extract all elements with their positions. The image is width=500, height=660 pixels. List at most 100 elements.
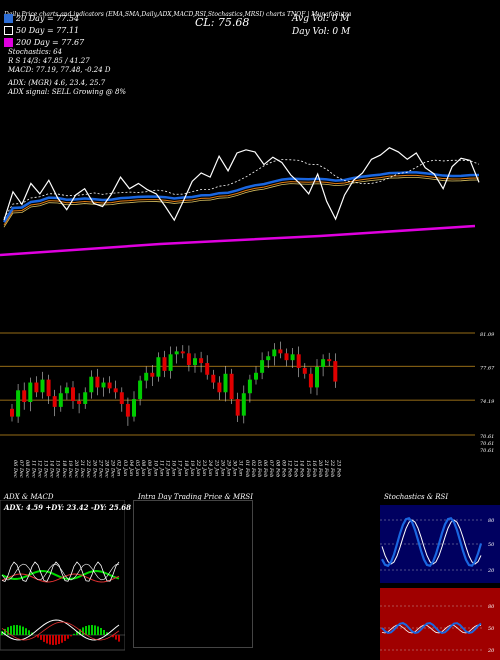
price-level-label: 74.19 [480,399,495,405]
stoch-macd-info: Stochastics: 64 R S 14/3: 47.85 / 41.27 … [8,48,111,75]
date-tick-label: 05 Jan [134,460,140,476]
candle-body [315,366,319,388]
date-tick-label: 28 Dec [104,459,110,478]
date-tick-label: 18 Dec [61,460,67,478]
moving-average-chart [0,147,480,257]
macd-histogram-bar [25,628,27,635]
tan-ma-line [3,176,480,228]
candle-body [46,379,51,397]
date-tick-label: 08 Feb [274,460,280,477]
adx-readout: ADX: 4.59 +DY: 23.42 -DY: 25.68 [4,503,131,512]
candle-body [107,382,112,389]
date-tick-label: 07 Dec [18,460,24,478]
macd-histogram-bar [79,629,81,635]
candle-body [28,382,33,403]
date-tick-label: 06 Feb [262,460,268,477]
date-tick-label: 27 Dec [97,459,103,478]
date-tick-label: 16 Jan [171,460,177,476]
candle-body [101,382,106,388]
macd-histogram-bar [55,635,57,645]
date-tick-label: 08 Jan [140,460,146,476]
macd-histogram-bar [106,632,108,635]
stoch-level-label: 20 [487,568,495,574]
candle-body [327,359,332,362]
minus-di-line [1,573,120,583]
candle-body [10,408,14,417]
avg-vol-label: Avg Vol: 0 M [292,14,350,24]
close-price-label: CL: 75.68 [195,16,250,29]
candle-body [52,396,57,407]
rsi-background [380,588,500,660]
candle-body [77,401,82,404]
legend-200day-swatch [4,38,13,47]
candle-body [138,380,143,400]
date-tick-label: 10 Jan [152,460,158,476]
date-tick-label: 17 Jan [177,460,183,476]
macd-histogram-bar [52,635,54,645]
candle-body [321,359,326,367]
date-tick-label: 09 Jan [146,460,152,476]
day-vol-label: Day Vol: 0 M [292,27,351,37]
macd-histogram-bar [97,626,99,635]
macd-histogram-bar [37,635,39,638]
date-tick-label: 05 Feb [256,460,262,477]
intraday-panel-title: Intra Day Trading Price & MRSI [138,493,253,501]
candle-body [296,354,301,368]
dotted-signal-line [3,159,480,219]
macd-histogram-bar [61,635,63,643]
adx-panel-title: ADX & MACD [4,493,54,501]
stoch-level-label: 50 [488,542,495,548]
candle-body [162,357,167,371]
candle-body [71,387,75,402]
macd-histogram-bar [88,625,90,635]
legend-50day-label: 50 Day = 77.11 [16,26,80,35]
date-tick-label: 29 Dec [110,459,116,478]
macd-histogram-bar [28,630,30,635]
candle-body [290,354,295,361]
date-tick-label: 29 Jan [226,459,232,476]
date-tick-label: 06 Dec [12,460,18,478]
macd-histogram-bar [19,625,21,635]
candle-body [16,390,21,417]
date-tick-label: 03 Jan [122,460,128,476]
date-tick-label: 11 Jan [158,460,164,476]
date-tick-label: 25 Jan [213,459,219,476]
adx-info: ADX: (MGR) 4.6, 23.4, 25.7 ADX signal: S… [8,79,126,97]
macd-histogram-bar [58,635,60,645]
candle-body [186,353,191,366]
date-tick-label: 02 Feb [250,460,256,477]
candle-body [180,351,185,354]
macd-histogram-bar [7,627,9,635]
date-tick-label: 12 Dec [36,460,42,478]
candle-body [150,372,155,377]
date-tick-label: 31 Jan [238,460,244,476]
candle-body [156,357,161,377]
macd-histogram-bar [91,625,93,635]
macd-histogram-bar [64,635,66,641]
header-title: Daily Price charts and indicators (EMA,S… [4,11,352,18]
candle-body [302,367,307,374]
date-tick-label: 19 Jan [189,460,195,476]
legend-200day-label: 200 Day = 77.67 [16,38,85,47]
macd-histogram-bar [70,635,72,637]
adx-signal: ADX signal: SELL Growing @ 8% [8,88,127,96]
macd-histogram-bar [10,625,12,635]
legend-20day-swatch [4,14,13,23]
date-tick-label: 14 Dec [49,460,55,478]
price-level-label: 70.61 [480,434,494,440]
stoch-level-label: 80 [488,518,495,524]
macd-histogram-bar [67,635,69,639]
adx-aux-line [1,563,120,581]
date-tick-label: 24 Jan [207,459,213,476]
candle-body [211,374,216,383]
macd-histogram-bar [94,625,96,635]
price-level-label: 70.61 [480,441,494,447]
macd-histogram-bar [22,626,24,635]
macd-histogram-bar [73,633,75,635]
macd-signal-line [1,621,120,641]
date-tick-label: 22 Jan [195,459,201,476]
plus-di-line [1,570,120,580]
sma200-line [0,224,476,257]
candle-body [272,349,277,357]
